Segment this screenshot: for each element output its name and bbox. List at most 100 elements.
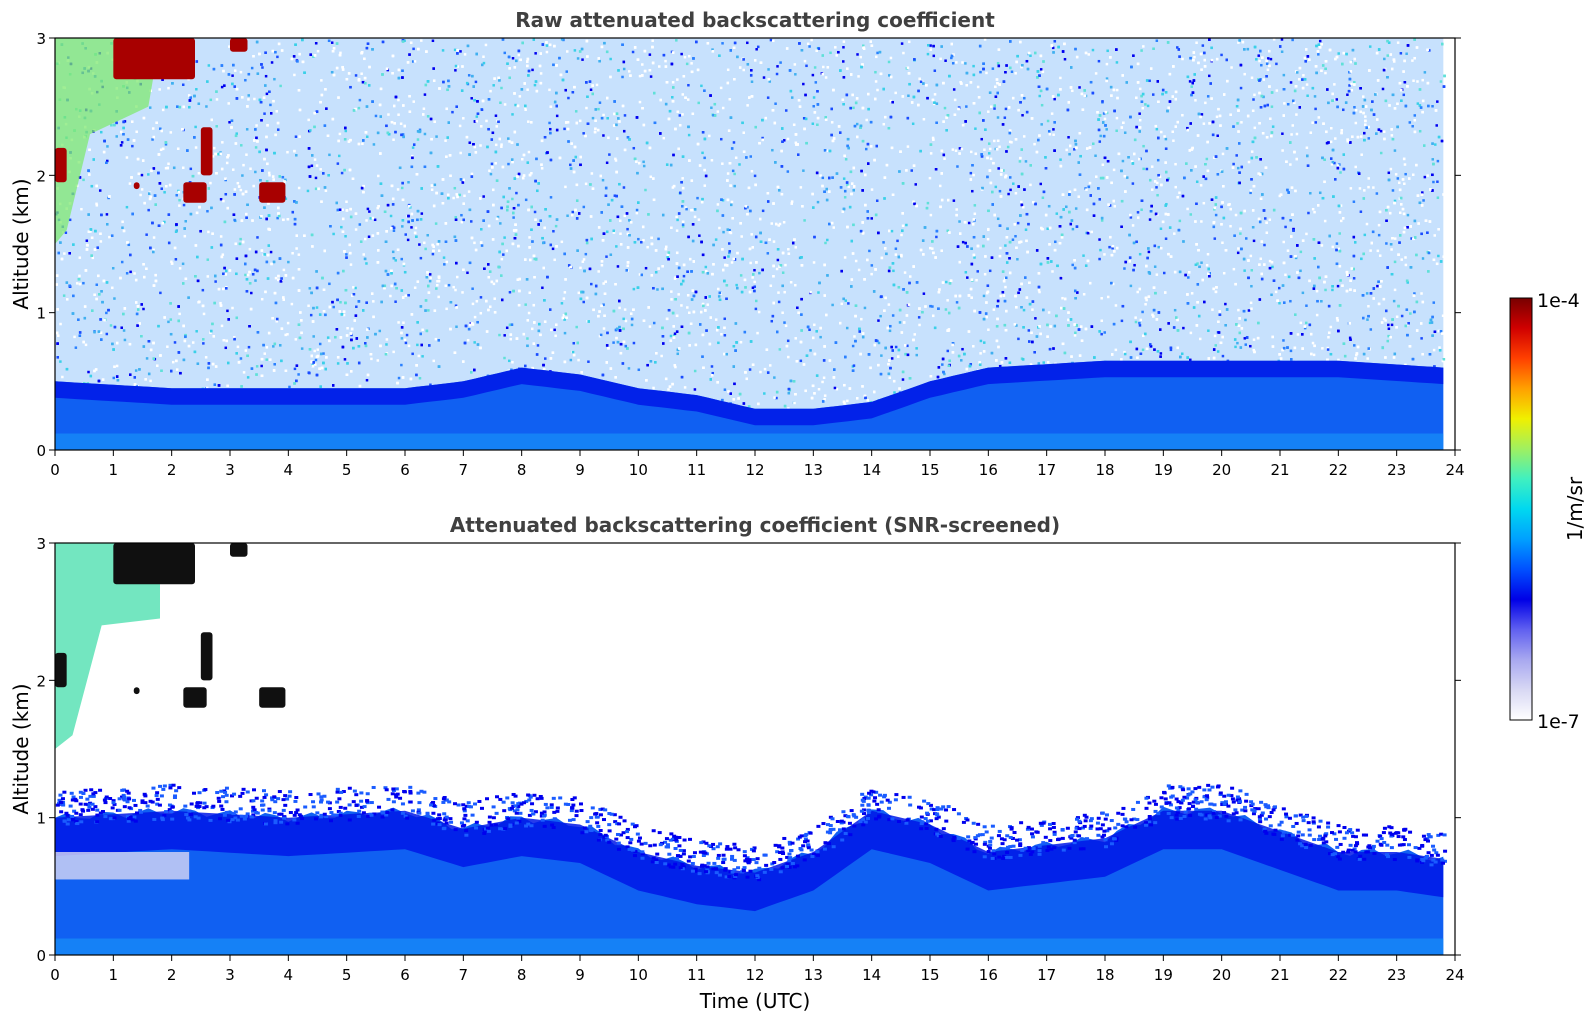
cloud-feature xyxy=(113,38,195,80)
bottom-y-ticks: 0 1 2 3 xyxy=(36,535,1461,965)
top-x-tick-label: 6 xyxy=(400,461,410,479)
surface-layer xyxy=(55,938,1444,955)
cloud-feature xyxy=(55,147,67,183)
bottom-x-tick-label: 0 xyxy=(50,966,60,984)
bottom-x-tick-label: 12 xyxy=(745,966,764,984)
bottom-y-tick-label: 1 xyxy=(36,810,46,828)
top-x-tick-label: 2 xyxy=(167,461,177,479)
colorbar-scale xyxy=(1509,297,1533,721)
layer-top-band xyxy=(55,360,1444,426)
top-y-tick-label: 3 xyxy=(36,30,46,48)
top-x-tick-label: 10 xyxy=(629,461,648,479)
top-x-tick-label: 4 xyxy=(284,461,294,479)
top-plot-area xyxy=(55,38,1446,450)
top-y-axis-label: Altitude (km) xyxy=(9,178,33,309)
surface-layer xyxy=(55,433,1444,450)
bottom-x-tick-label: 2 xyxy=(167,966,177,984)
top-x-tick-label: 22 xyxy=(1329,461,1348,479)
bottom-panel-title: Attenuated backscattering coefficient (S… xyxy=(450,513,1060,537)
bottom-x-tick-label: 8 xyxy=(517,966,527,984)
bottom-x-tick-label: 15 xyxy=(920,966,939,984)
bottom-x-tick-label: 7 xyxy=(459,966,469,984)
top-x-tick-label: 11 xyxy=(687,461,706,479)
bottom-x-tick-label: 19 xyxy=(1154,966,1173,984)
aerosol-plume xyxy=(55,543,160,749)
bottom-x-tick-label: 3 xyxy=(225,966,235,984)
top-x-tick-label: 20 xyxy=(1212,461,1231,479)
bottom-x-axis-label: Time (UTC) xyxy=(699,989,811,1013)
bottom-x-tick-label: 16 xyxy=(979,966,998,984)
screened-speckle xyxy=(55,783,1448,882)
top-x-tick-label: 9 xyxy=(575,461,585,479)
top-x-tick-label: 17 xyxy=(1037,461,1056,479)
bottom-y-tick-label: 0 xyxy=(36,947,46,965)
top-panel: Raw attenuated backscattering coefficien… xyxy=(9,8,1465,479)
bottom-x-tick-label: 6 xyxy=(400,966,410,984)
top-y-tick-label: 2 xyxy=(36,167,46,185)
cloud-feature xyxy=(230,543,248,557)
cloud-feature xyxy=(55,652,67,688)
bottom-x-tick-label: 14 xyxy=(862,966,881,984)
bottom-x-tick-label: 13 xyxy=(804,966,823,984)
bottom-y-tick-label: 3 xyxy=(36,535,46,553)
cloud-feature xyxy=(113,543,195,585)
cloud-feature xyxy=(259,182,286,203)
colorbar-min-label: 1e-7 xyxy=(1537,711,1580,733)
top-x-tick-label: 5 xyxy=(342,461,352,479)
top-x-tick-label: 15 xyxy=(920,461,939,479)
bottom-x-tick-label: 17 xyxy=(1037,966,1056,984)
cloud-feature xyxy=(183,182,207,203)
bottom-x-ticks: 0 1 2 3 4 5 6 7 8 9 10 11 12 13 14 15 16 17 18 19 20 21 22 23 24 xyxy=(50,955,1465,984)
colorbar-max-label: 1e-4 xyxy=(1537,290,1580,312)
bottom-x-tick-label: 23 xyxy=(1387,966,1406,984)
top-panel-title: Raw attenuated backscattering coefficien… xyxy=(515,8,995,32)
bottom-x-tick-label: 21 xyxy=(1270,966,1289,984)
top-x-tick-label: 16 xyxy=(979,461,998,479)
top-x-tick-label: 19 xyxy=(1154,461,1173,479)
bottom-y-tick-label: 2 xyxy=(36,672,46,690)
bottom-x-tick-label: 1 xyxy=(109,966,119,984)
noise-speckle xyxy=(55,38,1446,410)
cloud-feature xyxy=(200,127,213,176)
top-x-tick-label: 18 xyxy=(1095,461,1114,479)
top-x-ticks: 0 1 2 3 4 5 6 7 8 9 10 11 12 13 14 15 16 17 18 19 20 21 22 23 24 xyxy=(50,450,1465,479)
bottom-x-tick-label: 22 xyxy=(1329,966,1348,984)
cloud-feature xyxy=(133,687,140,695)
bottom-panel: Attenuated backscattering coefficient (S… xyxy=(9,513,1465,1013)
cloud-feature xyxy=(200,632,213,681)
bottom-x-tick-label: 4 xyxy=(284,966,294,984)
boundary-layer xyxy=(55,360,1444,450)
top-x-tick-label: 12 xyxy=(745,461,764,479)
top-x-tick-label: 0 xyxy=(50,461,60,479)
cloud-feature xyxy=(133,182,140,190)
colorbar-unit-label: 1/m/sr xyxy=(1563,476,1587,541)
top-y-tick-label: 0 xyxy=(36,442,46,460)
top-x-tick-label: 13 xyxy=(804,461,823,479)
bottom-x-tick-label: 9 xyxy=(575,966,585,984)
bottom-y-axis-label: Altitude (km) xyxy=(9,683,33,814)
top-x-tick-label: 3 xyxy=(225,461,235,479)
top-x-tick-label: 7 xyxy=(459,461,469,479)
top-x-tick-label: 8 xyxy=(517,461,527,479)
low-signal-region xyxy=(55,852,190,880)
top-x-tick-label: 1 xyxy=(109,461,119,479)
cloud-feature xyxy=(259,687,286,708)
bottom-x-tick-label: 24 xyxy=(1445,966,1464,984)
bottom-x-tick-label: 5 xyxy=(342,966,352,984)
cloud-feature xyxy=(230,38,248,52)
colorbar: 1e-4 1e-7 1/m/sr xyxy=(1509,290,1587,733)
bottom-x-tick-label: 20 xyxy=(1212,966,1231,984)
top-y-tick-label: 1 xyxy=(36,305,46,323)
bottom-plot-area xyxy=(55,543,1448,955)
layer-top-band xyxy=(55,810,1444,912)
top-x-tick-label: 21 xyxy=(1270,461,1289,479)
top-x-tick-label: 23 xyxy=(1387,461,1406,479)
top-x-tick-label: 14 xyxy=(862,461,881,479)
cloud-feature xyxy=(183,687,207,708)
bottom-x-tick-label: 10 xyxy=(629,966,648,984)
bottom-x-tick-label: 18 xyxy=(1095,966,1114,984)
top-x-tick-label: 24 xyxy=(1445,461,1464,479)
aerosol-plume xyxy=(55,38,160,244)
bottom-x-tick-label: 11 xyxy=(687,966,706,984)
